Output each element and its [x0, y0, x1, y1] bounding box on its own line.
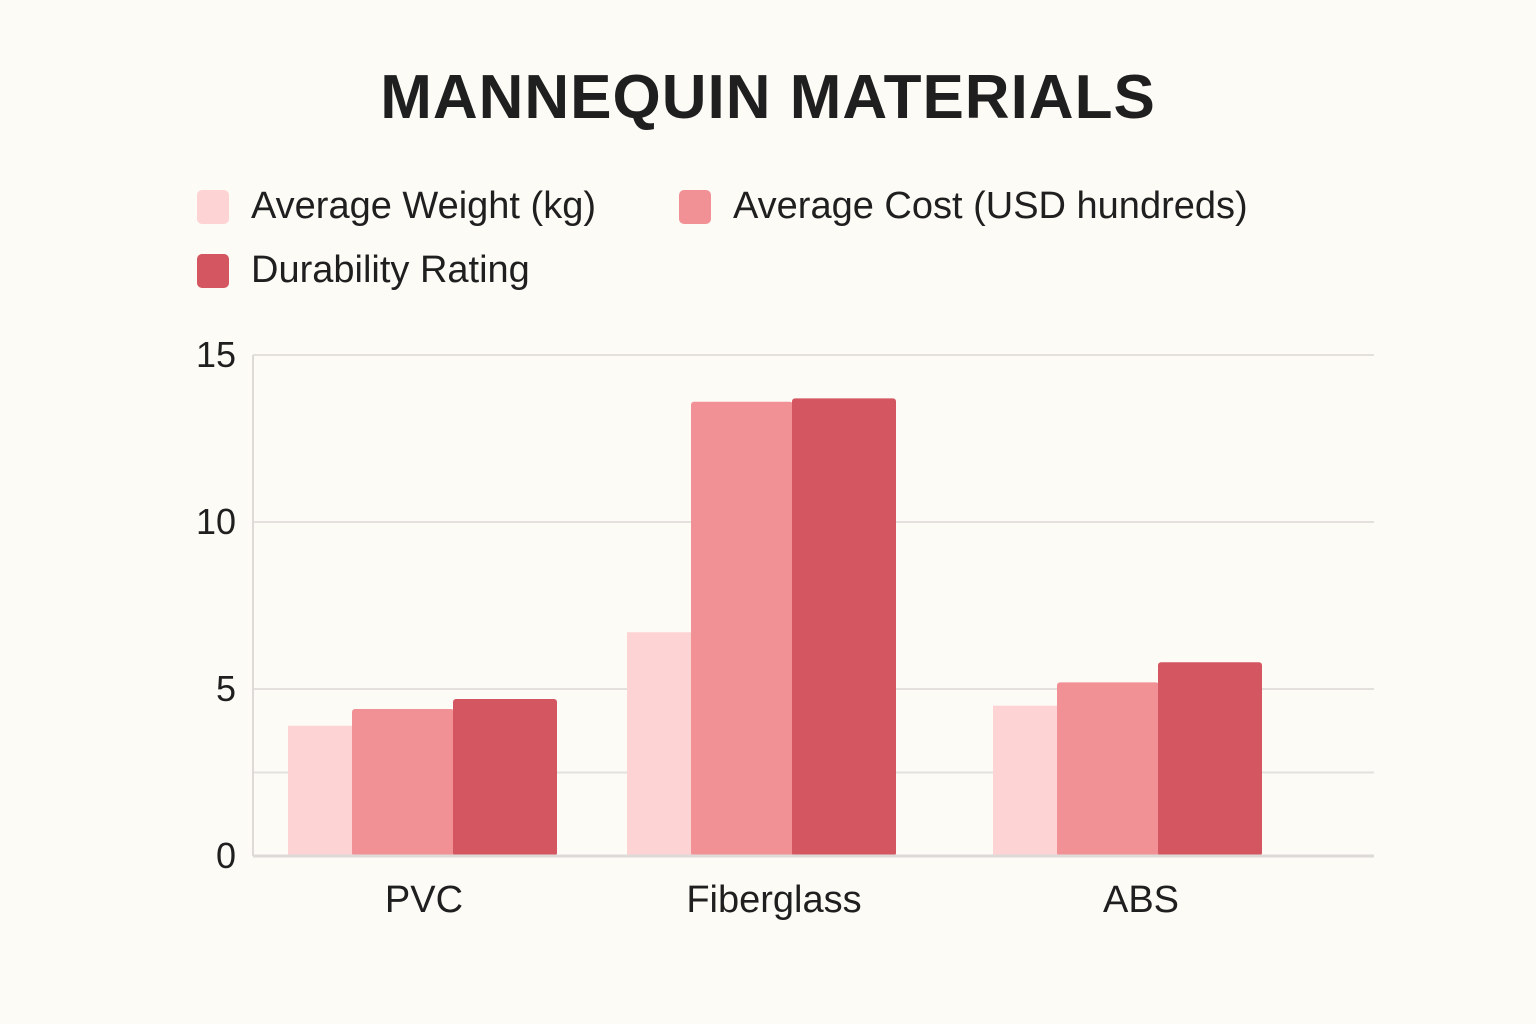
bars — [288, 398, 1262, 856]
bar-durability-pvc — [453, 699, 557, 856]
bar-weight-fiberglass — [627, 632, 699, 856]
legend-item-durability: Durability Rating — [197, 249, 530, 292]
y-tick-label: 15 — [196, 334, 236, 375]
chart-title: MANNEQUIN MATERIALS — [380, 63, 1156, 132]
bar-weight-abs — [993, 705, 1065, 856]
legend-swatch-durability — [197, 253, 229, 288]
bar-cost-fiberglass — [691, 401, 793, 856]
bar-cost-abs — [1057, 682, 1159, 856]
x-category-label: Fiberglass — [686, 879, 861, 921]
y-tick-label: 10 — [196, 501, 236, 542]
legend-label-cost: Average Cost (USD hundreds) — [733, 185, 1248, 227]
legend-label-weight: Average Weight (kg) — [251, 185, 596, 227]
x-category-label: ABS — [1103, 879, 1179, 921]
y-tick-labels: 0 5 10 15 — [196, 334, 236, 876]
legend-label-durability: Durability Rating — [251, 249, 530, 291]
legend-item-weight: Average Weight (kg) — [197, 185, 596, 228]
legend-swatch-cost — [679, 189, 711, 224]
axes — [252, 355, 1374, 858]
y-tick-label: 5 — [216, 668, 236, 709]
bar-durability-abs — [1158, 662, 1262, 856]
bar-cost-pvc — [352, 709, 454, 856]
x-category-labels: PVC Fiberglass ABS — [385, 879, 1179, 921]
legend-swatch-weight — [197, 189, 229, 224]
bar-durability-fiberglass — [792, 398, 896, 856]
y-tick-label: 0 — [216, 835, 236, 876]
legend-item-cost: Average Cost (USD hundreds) — [679, 185, 1248, 228]
x-category-label: PVC — [385, 879, 463, 921]
bar-weight-pvc — [288, 725, 360, 856]
